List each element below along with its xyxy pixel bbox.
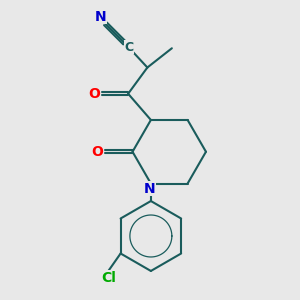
Text: N: N bbox=[94, 10, 106, 24]
Text: O: O bbox=[92, 145, 104, 159]
Text: N: N bbox=[143, 182, 155, 196]
Text: O: O bbox=[88, 87, 100, 101]
Text: Cl: Cl bbox=[101, 271, 116, 285]
Text: C: C bbox=[124, 41, 134, 54]
